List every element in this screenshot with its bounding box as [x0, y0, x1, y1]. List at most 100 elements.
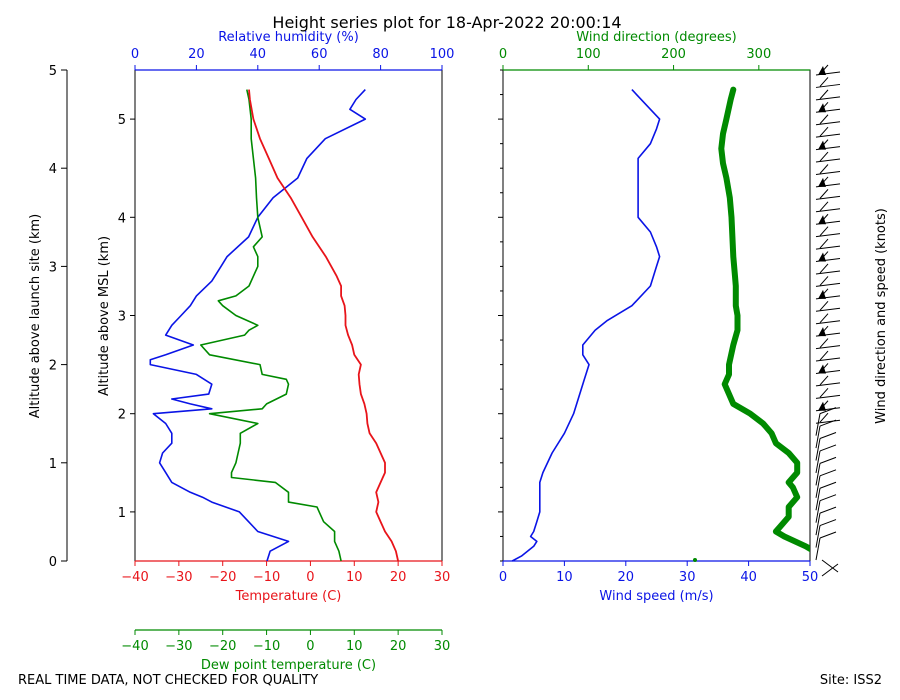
wind-barb-flag [819, 481, 837, 489]
wind-barb-ground [821, 559, 839, 573]
msl-tick-label: 5 [118, 113, 126, 128]
site-label: Site: ISS2 [819, 673, 882, 688]
wind-barb [815, 300, 841, 312]
temperature-axis-title: Temperature (C) [235, 589, 342, 604]
msl-tick-label: 2 [118, 408, 126, 423]
wind-barb [815, 101, 841, 113]
wind-barb [815, 238, 841, 250]
wind-barb [815, 226, 841, 238]
wind-barb [815, 419, 837, 449]
wind-barb [815, 77, 841, 88]
temperature-tick-label: −40 [121, 570, 148, 585]
humidity-tick-label: 100 [430, 47, 455, 62]
dewpoint-tick-label: −40 [121, 639, 148, 654]
wind-barb [815, 494, 837, 523]
wind-barb [815, 89, 841, 101]
msl-tick-label: 1 [118, 506, 126, 521]
wind-barb-staff [815, 438, 821, 461]
wind-barb-staff [815, 500, 821, 523]
dewpoint-tick-label: −10 [253, 639, 280, 654]
wind-barb-pennant [818, 215, 826, 225]
wind-direction-ground-point [693, 558, 697, 562]
wind-barb-staff [815, 537, 821, 561]
wind-barb [815, 481, 837, 511]
wind-barb-flag [819, 151, 829, 162]
wind-direction-tick-label: 100 [576, 47, 601, 62]
wind-barb-staff [815, 475, 821, 498]
agl-tick-label: 5 [49, 64, 57, 79]
wind-barb-ground [821, 563, 839, 577]
wind-barb-flag [819, 412, 829, 423]
wind-barb-staff [815, 96, 841, 101]
wind-barb [815, 531, 837, 561]
dewpoint-tick-label: 20 [390, 639, 407, 654]
wind-barb-staff [815, 170, 841, 175]
wind-barb-flag [819, 313, 829, 324]
agl-axis-title: Altitude above launch site (km) [28, 214, 43, 418]
temperature-tick-label: 0 [306, 570, 314, 585]
wind-barb-staff [815, 357, 841, 362]
wind-barb [815, 375, 841, 387]
wind-barb-flag [819, 407, 837, 415]
wind-barb-flag [819, 494, 837, 502]
wind-direction-series-line [718, 86, 810, 553]
dewpoint-axis-title: Dew point temperature (C) [201, 658, 376, 673]
wind-speed-tick-label: 0 [499, 570, 507, 585]
wind-barb-flag [819, 519, 837, 527]
wind-barb-flag [819, 375, 829, 386]
wind-barb-staff [815, 121, 841, 126]
wind-barb [815, 400, 841, 412]
wind-barb [815, 263, 841, 275]
temperature-tick-label: 20 [390, 570, 407, 585]
wind-barb-flag [819, 226, 829, 236]
temperature-tick-label: −10 [253, 570, 280, 585]
wind-speed-tick-label: 30 [679, 570, 696, 585]
msl-axis-title: Altitude above MSL (km) [97, 236, 112, 396]
wind-barb-flag [819, 350, 829, 361]
wind-barb [815, 213, 841, 225]
wind-barb-staff [815, 394, 841, 399]
wind-barb [815, 519, 837, 548]
wind-barb [815, 276, 841, 287]
wind-barb-flag [819, 276, 829, 286]
wind-barb-staff [815, 488, 821, 511]
msl-tick-label: 4 [118, 211, 126, 226]
wind-direction-tick-label: 200 [661, 47, 686, 62]
wind-barb-flag [819, 89, 829, 100]
wind-barb-staff [815, 513, 821, 536]
wind-barb-staff [815, 450, 821, 474]
wind-barb-flag [819, 432, 837, 439]
wind-barb-flag [819, 126, 829, 137]
wind-barb [815, 338, 841, 350]
wind-barb-staff [815, 425, 821, 449]
dewpoint-tick-label: −30 [165, 639, 192, 654]
wind-barb [815, 251, 841, 263]
wind-barb [815, 456, 837, 486]
wind-barb [815, 201, 841, 213]
wind-barb-flag [819, 444, 837, 452]
wind-speed-tick-label: 50 [802, 570, 819, 585]
wind-barb [815, 288, 841, 300]
wind-barb [815, 325, 841, 337]
wind-barb [815, 313, 841, 325]
wind-series-group [511, 86, 810, 562]
wind-barb-staff [815, 282, 841, 287]
wind-barb-flag [819, 77, 829, 87]
wind-barb-flag [819, 388, 829, 398]
wind-barb [815, 189, 841, 200]
wind-direction-tick-label: 0 [499, 47, 507, 62]
wind-speed-tick-label: 20 [618, 570, 635, 585]
dewpoint-tick-label: −20 [209, 639, 236, 654]
wind-barb-flag [819, 201, 829, 212]
wind-barb-pennant [818, 364, 826, 374]
wind-barb [815, 444, 837, 474]
wind-barb [815, 126, 841, 138]
quality-notice: REAL TIME DATA, NOT CHECKED FOR QUALITY [18, 673, 319, 688]
wind-barb [815, 176, 841, 188]
wind-barb-flag [819, 531, 837, 539]
temperature-tick-label: −20 [209, 570, 236, 585]
right-plot-frame [502, 69, 811, 562]
wind-barb-pennant [818, 66, 826, 75]
dewpoint-series-line [200, 89, 342, 562]
wind-direction-axis-title: Wind direction (degrees) [576, 30, 736, 45]
